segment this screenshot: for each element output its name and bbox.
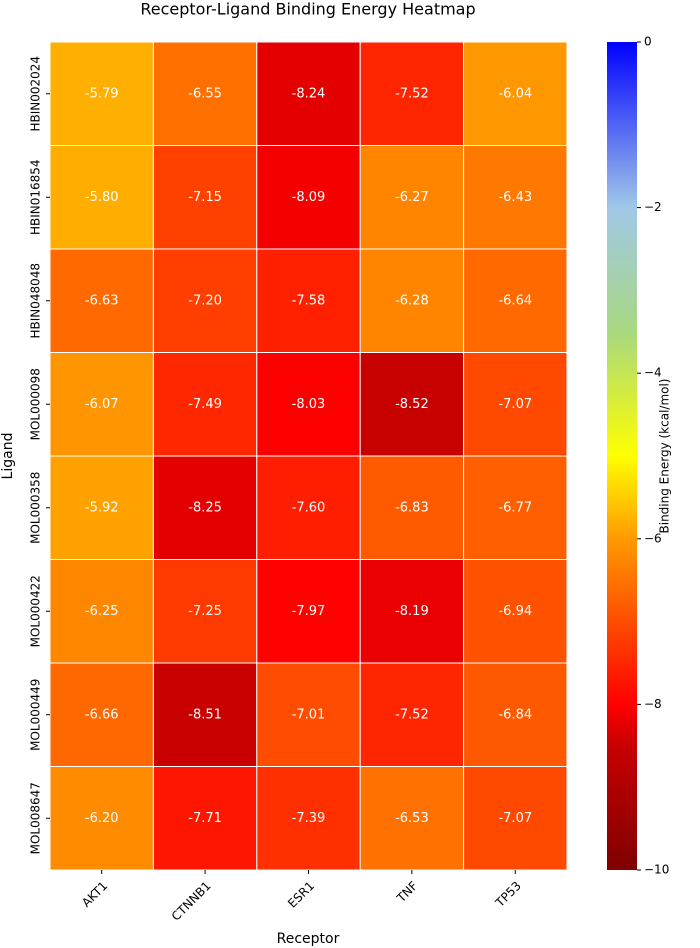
cell-label: -7.01 (292, 707, 326, 722)
heatmap-cell (256, 41, 361, 146)
heatmap-cell (49, 662, 154, 767)
cell-label: -6.55 (188, 86, 222, 101)
heatmap-cell (463, 352, 568, 457)
heatmap-cell (152, 352, 258, 457)
cell-label: -6.64 (498, 293, 532, 308)
cell-label: -7.71 (188, 811, 222, 826)
heatmap-cell (463, 41, 568, 146)
cell-label: -8.52 (395, 397, 429, 412)
cell-label: -6.94 (498, 604, 532, 619)
heatmap-cell (152, 559, 258, 664)
colorbar (607, 42, 637, 870)
y-tick-label: HBIN016854 (29, 159, 43, 235)
heatmap-cell (359, 766, 465, 871)
heatmap-cell (256, 352, 361, 457)
cell-label: -8.25 (188, 500, 222, 515)
y-tick-label: MOL000449 (29, 679, 43, 751)
heatmap-cell (152, 455, 258, 560)
cell-label: -6.25 (85, 604, 119, 619)
heatmap-cell (49, 41, 154, 146)
cell-label: -5.80 (85, 190, 119, 205)
heatmap-cell (256, 559, 361, 664)
cell-label: -6.84 (498, 707, 532, 722)
cell-label: -6.27 (395, 190, 429, 205)
heatmap-cell (463, 559, 568, 664)
heatmap-cell (49, 455, 154, 560)
heatmap-cell (256, 145, 361, 250)
cell-label: -6.04 (498, 86, 532, 101)
heatmap-cell (359, 559, 465, 664)
y-tick-label: HBIN002024 (29, 56, 43, 132)
colorbar-tick-label: −8 (644, 697, 662, 711)
heatmap-cell (463, 662, 568, 767)
heatmap-cell (463, 145, 568, 250)
heatmap-cell (152, 766, 258, 871)
cell-label: -7.39 (292, 811, 326, 826)
cell-label: -7.58 (292, 293, 326, 308)
heatmap-cell (463, 248, 568, 353)
cell-label: -5.92 (85, 500, 119, 515)
heatmap-cell (152, 41, 258, 146)
colorbar-label: Binding Energy (kcal/mol) (658, 379, 672, 534)
x-tick-label: AKT1 (79, 879, 110, 910)
cell-label: -8.09 (292, 190, 326, 205)
cell-label: -7.60 (292, 500, 326, 515)
colorbar-tick-label: −10 (644, 863, 669, 877)
heatmap-cell (49, 766, 154, 871)
heatmap-cell (359, 248, 465, 353)
colorbar-tick-label: −2 (644, 200, 662, 214)
colorbar-tick-label: −6 (644, 531, 662, 545)
cell-label: -6.83 (395, 500, 429, 515)
chart-title: Receptor-Ligand Binding Energy Heatmap (140, 0, 475, 19)
heatmap-cell (256, 248, 361, 353)
cell-label: -7.52 (395, 86, 429, 101)
y-tick-label: MOL000098 (29, 368, 43, 440)
cell-label: -7.15 (188, 190, 222, 205)
heatmap-cell (463, 766, 568, 871)
cell-label: -6.53 (395, 811, 429, 826)
cell-label: -7.97 (292, 604, 326, 619)
cell-label: -6.43 (498, 190, 532, 205)
cell-label: -8.24 (292, 86, 326, 101)
colorbar-tick-label: 0 (644, 35, 652, 49)
cell-label: -6.77 (498, 500, 532, 515)
cell-label: -6.07 (85, 397, 119, 412)
heatmap-cell (49, 145, 154, 250)
heatmap-cell (463, 455, 568, 560)
cell-label: -7.25 (188, 604, 222, 619)
cell-label: -6.20 (85, 811, 119, 826)
heatmap-cell (359, 41, 465, 146)
cell-label: -8.51 (188, 707, 222, 722)
heatmap-cell (152, 248, 258, 353)
x-tick-label: CTNNB1 (169, 879, 214, 924)
x-axis-label: Receptor (277, 931, 340, 947)
heatmap-cell (256, 455, 361, 560)
x-tick-label: TP53 (492, 879, 524, 911)
cell-label: -6.63 (85, 293, 119, 308)
colorbar-tick-label: −4 (644, 366, 662, 380)
cell-label: -7.52 (395, 707, 429, 722)
cell-label: -7.49 (188, 397, 222, 412)
cell-label: -7.07 (498, 397, 532, 412)
y-tick-label: MOL008647 (29, 782, 43, 854)
x-tick-label: ESR1 (285, 879, 317, 911)
heatmap-cell (359, 352, 465, 457)
y-tick-label: HBIN048048 (29, 263, 43, 339)
cell-label: -5.79 (85, 86, 119, 101)
y-tick-label: MOL000422 (29, 575, 43, 647)
y-axis-label: Ligand (0, 433, 16, 480)
cell-label: -6.66 (85, 707, 119, 722)
cell-label: -7.20 (188, 293, 222, 308)
x-tick-label: TNF (393, 879, 420, 906)
cell-label: -8.03 (292, 397, 326, 412)
heatmap-cell (256, 766, 361, 871)
cell-label: -8.19 (395, 604, 429, 619)
cell-label: -7.07 (498, 811, 532, 826)
cell-label: -6.28 (395, 293, 429, 308)
y-tick-label: MOL000358 (29, 472, 43, 544)
